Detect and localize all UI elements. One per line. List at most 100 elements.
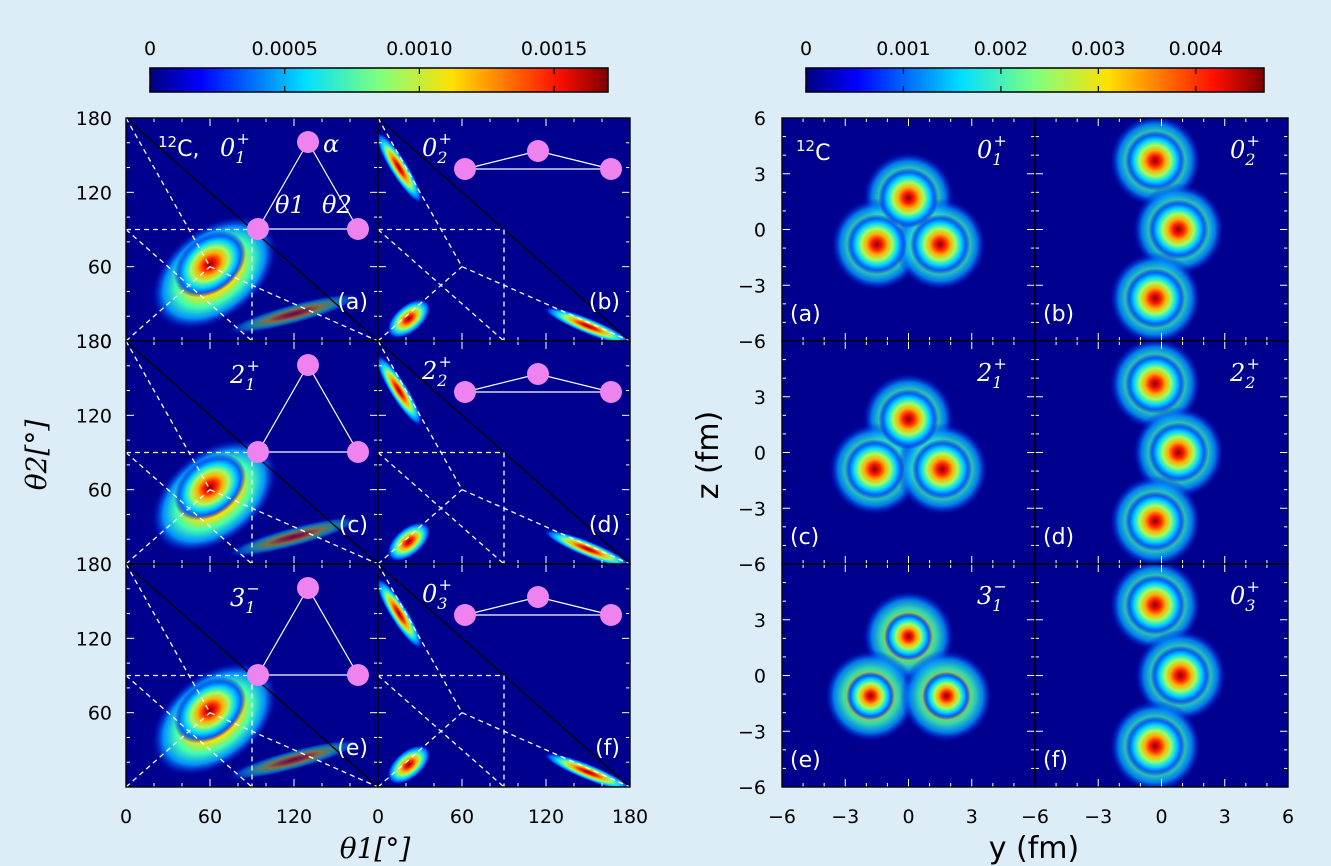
density-peak <box>910 214 971 275</box>
y-tick-label: 180 <box>76 554 112 576</box>
panel-frame <box>377 563 631 788</box>
state-label: 01+ <box>977 131 1007 169</box>
y-tick-label: 180 <box>76 331 112 353</box>
colorbar-right: 0 0.001 0.002 0.003 0.004 <box>800 38 1265 93</box>
colorbar-tick-label: 0.0015 <box>521 38 587 60</box>
dashed-line <box>378 341 463 490</box>
y-tick-label: 120 <box>76 405 112 427</box>
density-peak <box>884 612 933 661</box>
density-peak <box>844 439 905 500</box>
density-peak <box>1125 130 1186 191</box>
dashed-box <box>378 451 505 564</box>
y-tick-label: 3 <box>754 610 766 632</box>
nucleus-label: 12C <box>796 137 830 166</box>
y-tick-label: 3 <box>754 164 766 186</box>
x-tick-label: 6 <box>1282 806 1294 828</box>
alpha-particle <box>347 441 369 463</box>
left-ylabel: θ2[°] <box>20 420 53 491</box>
colorbar-right-bar <box>805 67 1265 93</box>
density-peak <box>846 214 907 275</box>
nucleus-label: 12C, <box>158 133 199 162</box>
density-peak <box>912 439 973 500</box>
panel-label: (e) <box>790 748 821 773</box>
angle-panel: (a) 12C, 01+ α θ1 θ2 <box>125 117 379 342</box>
state-label: 21+ <box>976 354 1007 392</box>
density-tail <box>226 516 362 558</box>
dashed-line <box>378 564 463 713</box>
panel-label: (d) <box>589 513 620 538</box>
alpha-particle <box>247 218 269 240</box>
dashed-line <box>461 266 630 341</box>
density-peak <box>174 454 246 521</box>
panel-content <box>378 341 630 564</box>
angle-panel: (e) 31− <box>125 563 379 788</box>
colorbar-left-bar <box>149 67 609 93</box>
density-panel: (f) 03+ <box>1034 563 1289 788</box>
density-ridge-lower <box>386 744 431 785</box>
state-label: 01+ <box>220 129 250 167</box>
angle-panel: (f) 03+ <box>377 563 631 788</box>
alpha-particle <box>297 577 319 599</box>
x-tick-label: −6 <box>1021 806 1049 828</box>
panel-label: (f) <box>595 736 620 761</box>
panel-frame <box>1034 563 1289 788</box>
dashed-line <box>126 341 211 490</box>
panel-label: (b) <box>589 290 620 315</box>
dashed-line <box>378 675 505 787</box>
colorbar-tick-label: 0.0010 <box>386 38 452 60</box>
density-distribution-panels: (a) 01+ 12C (b) 02+ (c) 21+ (d) 22+ (e) 31− (f) 03+ <box>781 117 1289 788</box>
panel-label: (b) <box>1043 302 1074 327</box>
x-tick-label: 60 <box>450 806 474 828</box>
density-panel: (d) 22+ <box>1034 340 1289 565</box>
x-tick-label: −6 <box>768 806 796 828</box>
y-tick-label: −6 <box>738 331 766 353</box>
x-tick-label: 180 <box>612 806 648 828</box>
alpha-particle <box>527 363 549 385</box>
dashed-line <box>461 712 630 787</box>
density-peak <box>174 677 246 744</box>
dashed-box <box>378 228 505 341</box>
panel-content <box>828 373 989 516</box>
colorbar-tick-label: 0.0005 <box>251 38 317 60</box>
state-label: 02+ <box>422 129 452 167</box>
x-tick-label: −3 <box>831 806 859 828</box>
y-tick-label: 120 <box>76 182 112 204</box>
density-peak <box>1125 353 1186 414</box>
density-ridge-lower <box>386 298 431 339</box>
y-tick-label: 6 <box>754 108 766 130</box>
dashed-line <box>126 452 253 564</box>
y-tick-label: 0 <box>100 331 112 353</box>
density-panel: (b) 02+ <box>1034 117 1289 342</box>
panel-content <box>1109 118 1225 341</box>
dashed-line <box>209 489 378 564</box>
density-ridge-upper <box>378 354 423 427</box>
state-label: 21+ <box>229 356 260 394</box>
y-tick-label: 60 <box>88 257 112 279</box>
angle-panel: (d) 22+ <box>377 340 631 565</box>
colorbar-left: 0 0.0005 0.0010 0.0015 <box>144 38 609 93</box>
alpha-particle <box>454 158 476 180</box>
alpha-particle <box>600 604 622 626</box>
x-tick-label: 120 <box>276 806 312 828</box>
dashed-box <box>378 674 505 787</box>
dashed-line <box>126 229 253 341</box>
dashed-line <box>126 675 253 787</box>
density-peak <box>174 231 246 298</box>
panel-content <box>824 590 993 742</box>
density-peak <box>1125 491 1186 552</box>
density-ridge-upper <box>378 131 423 204</box>
triangle-outline <box>464 373 612 393</box>
x-tick-label: 0 <box>120 806 132 828</box>
dashed-line <box>378 266 463 341</box>
x-tick-label: 0 <box>902 806 914 828</box>
colorbar-tick-label: 0.004 <box>1169 38 1223 60</box>
y-tick-label: −3 <box>738 275 766 297</box>
y-tick-label: −3 <box>738 498 766 520</box>
triangle-outline <box>256 363 360 453</box>
dashed-line <box>378 118 463 267</box>
density-peak <box>878 167 939 228</box>
panel-label: (f) <box>1043 748 1068 773</box>
density-ridge-upper <box>378 577 423 650</box>
panel-content <box>1109 564 1227 787</box>
theta1-label: θ1 <box>275 191 305 219</box>
